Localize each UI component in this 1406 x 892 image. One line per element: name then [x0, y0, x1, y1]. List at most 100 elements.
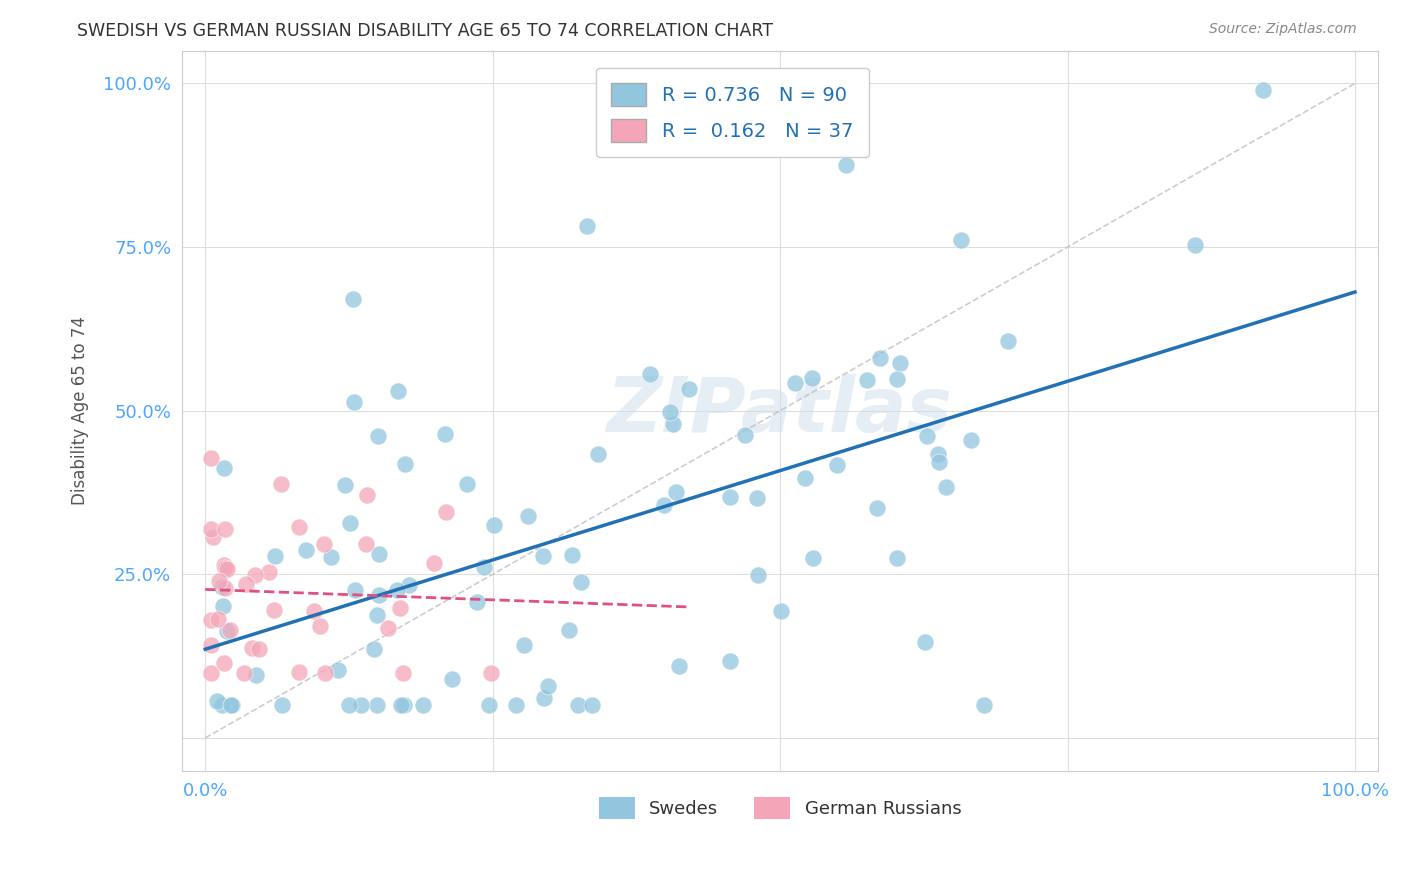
- Point: [354, 537, 377, 551]
- Point: [835, 158, 858, 172]
- Point: [855, 373, 877, 387]
- Point: [387, 384, 409, 399]
- Point: [886, 372, 908, 386]
- Point: [350, 698, 373, 713]
- Point: [477, 698, 499, 713]
- Point: [801, 551, 824, 566]
- Point: [398, 578, 420, 592]
- Point: [745, 491, 768, 505]
- Point: [436, 505, 458, 519]
- Point: [235, 577, 257, 591]
- Point: [200, 638, 222, 652]
- Point: [505, 698, 527, 713]
- Point: [718, 654, 741, 668]
- Point: [886, 551, 908, 566]
- Point: [200, 665, 222, 680]
- Point: [734, 427, 756, 442]
- Point: [915, 429, 938, 443]
- Point: [973, 698, 995, 713]
- Point: [433, 427, 456, 442]
- Point: [456, 477, 478, 491]
- Point: [319, 550, 342, 565]
- Point: [312, 537, 335, 551]
- Point: [342, 292, 364, 306]
- Point: [935, 480, 957, 494]
- Point: [665, 485, 688, 500]
- Point: [558, 623, 581, 637]
- Point: [243, 568, 266, 582]
- Point: [367, 429, 389, 443]
- Point: [718, 490, 741, 504]
- Point: [770, 604, 793, 618]
- Text: ZIPatlas: ZIPatlas: [607, 374, 953, 448]
- Point: [783, 376, 806, 390]
- Point: [207, 612, 229, 626]
- Point: [567, 698, 589, 713]
- Point: [392, 665, 415, 680]
- Point: [869, 351, 891, 365]
- Point: [208, 574, 231, 588]
- Point: [536, 679, 558, 693]
- Point: [960, 434, 983, 448]
- Point: [233, 665, 256, 680]
- Point: [201, 530, 224, 544]
- Point: [335, 478, 357, 492]
- Point: [367, 588, 389, 602]
- Point: [287, 665, 309, 680]
- Point: [377, 621, 399, 635]
- Point: [385, 582, 408, 597]
- Point: [366, 607, 388, 622]
- Y-axis label: Disability Age 65 to 74: Disability Age 65 to 74: [72, 317, 89, 505]
- Point: [363, 641, 385, 656]
- Point: [328, 663, 350, 677]
- Point: [482, 517, 505, 532]
- Point: [949, 233, 972, 247]
- Point: [295, 542, 318, 557]
- Point: [793, 471, 815, 485]
- Point: [866, 500, 889, 515]
- Point: [517, 509, 540, 524]
- Point: [288, 520, 311, 534]
- Point: [217, 624, 239, 638]
- Point: [314, 665, 336, 680]
- Point: [344, 583, 367, 598]
- Point: [245, 668, 267, 682]
- Point: [342, 394, 364, 409]
- Point: [200, 522, 222, 536]
- Point: [513, 639, 536, 653]
- Point: [271, 698, 294, 713]
- Point: [217, 562, 239, 576]
- Point: [423, 556, 446, 570]
- Point: [200, 451, 222, 466]
- Point: [214, 581, 236, 595]
- Point: [339, 516, 361, 530]
- Point: [389, 698, 412, 713]
- Point: [356, 487, 378, 501]
- Point: [257, 565, 280, 579]
- Point: [212, 461, 235, 475]
- Point: [337, 698, 360, 713]
- Point: [392, 698, 415, 713]
- Point: [200, 613, 222, 627]
- Point: [997, 334, 1019, 348]
- Point: [270, 476, 292, 491]
- Point: [214, 560, 236, 574]
- Point: [927, 447, 949, 461]
- Text: Source: ZipAtlas.com: Source: ZipAtlas.com: [1209, 22, 1357, 37]
- Point: [240, 640, 263, 655]
- Point: [914, 635, 936, 649]
- Point: [678, 382, 700, 396]
- Point: [747, 568, 769, 582]
- Point: [214, 522, 236, 536]
- Point: [221, 698, 243, 713]
- Point: [533, 690, 555, 705]
- Point: [219, 698, 242, 713]
- Point: [531, 549, 554, 563]
- Point: [638, 367, 661, 381]
- Point: [247, 641, 270, 656]
- Point: [264, 549, 287, 564]
- Point: [569, 574, 592, 589]
- Point: [1251, 83, 1274, 97]
- Point: [825, 458, 848, 472]
- Point: [479, 665, 502, 680]
